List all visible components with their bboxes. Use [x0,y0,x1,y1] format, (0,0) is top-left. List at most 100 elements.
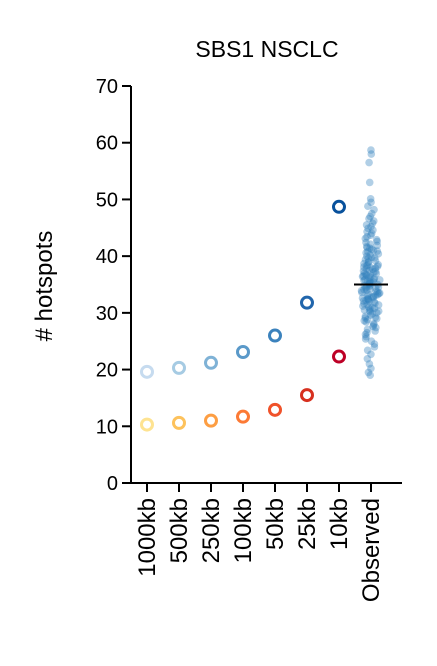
observed-point [364,368,373,377]
observed-point [361,275,369,284]
observed-point [367,337,376,346]
observed-point [362,238,370,247]
observed-point [362,270,370,279]
series-1-point [140,364,154,379]
observed-point [362,261,371,270]
observed-point [366,244,374,253]
observed-point [366,251,374,259]
observed-point [363,227,371,236]
observed-point [361,335,370,343]
observed-point [365,158,373,167]
observed-point [362,332,370,341]
x-tick-label: 250kb [198,498,225,563]
observed-point [360,259,368,268]
observed-point [371,327,379,335]
observed-point [370,340,379,348]
observed-point [364,254,373,263]
observed-point [370,304,379,313]
observed-point [366,307,375,316]
observed-point [371,267,380,276]
observed-point [375,289,383,298]
observed-point [373,237,381,246]
observed-point [370,298,378,306]
y-tick-label: 20 [96,360,118,382]
observed-point [373,241,382,250]
x-tick-label: 25kb [294,498,321,550]
observed-point [367,146,375,154]
y-tick-label: 30 [96,303,118,325]
observed-point [363,277,372,285]
observed-point [374,301,383,309]
observed-point [360,306,369,314]
observed-point [362,264,371,273]
observed-point [364,303,373,311]
x-tick-label: 100kb [230,498,257,563]
observed-point [361,234,370,243]
observed-point [362,296,370,305]
observed-point [369,320,378,329]
observed-point [362,271,371,280]
observed-point [362,286,371,294]
observed-point [370,205,378,214]
observed-point [369,217,378,225]
observed-point [363,346,372,355]
series-2-point [140,417,154,432]
observed-point [364,202,372,211]
observed-point [360,299,368,308]
observed-point [361,312,370,321]
observed-point [358,294,367,302]
observed-point [370,343,379,351]
observed-point [365,273,374,282]
series-2-point [236,409,250,424]
series-2-point [300,388,314,403]
observed-point [367,364,375,373]
observed-point [360,285,368,294]
observed-point [363,315,372,324]
observed-point [363,252,371,260]
observed-point [362,221,371,229]
observed-point [372,323,380,332]
observed-point [372,235,381,244]
observed-point [371,299,379,308]
observed-point [369,226,377,234]
observed-point [368,310,377,318]
observed-point [362,248,370,257]
observed-point [359,272,368,280]
observed-point [365,360,374,368]
series-2-point [332,349,346,364]
observed-point [364,224,372,233]
y-tick-label: 10 [96,416,118,438]
observed-point [367,231,375,239]
observed-point [371,313,380,322]
observed-point [366,305,374,313]
observed-point [368,219,377,228]
observed-point [367,222,375,231]
observed-point [360,316,369,325]
observed-point [369,322,377,331]
observed-point [370,319,378,328]
observed-point [367,209,376,218]
observed-point [372,314,381,323]
series-1-point [300,295,314,310]
observed-point [362,242,371,251]
observed-point [372,287,380,296]
observed-point [363,328,371,337]
observed-point [365,297,373,306]
observed-point [375,276,384,284]
observed-point [357,288,366,297]
series-2-point [268,402,282,417]
series-1-point [172,360,186,375]
observed-point [372,269,381,278]
observed-point [364,294,372,303]
observed-point [370,274,379,283]
observed-point [373,288,382,296]
series-1-point [332,199,346,214]
series-2-point [204,413,218,428]
observed-point [374,260,382,269]
observed-point [366,271,374,279]
observed-point [369,246,378,255]
observed-point [366,273,375,281]
y-tick-label: 40 [96,246,118,268]
observed-point [363,354,372,363]
observed-point [361,255,370,264]
